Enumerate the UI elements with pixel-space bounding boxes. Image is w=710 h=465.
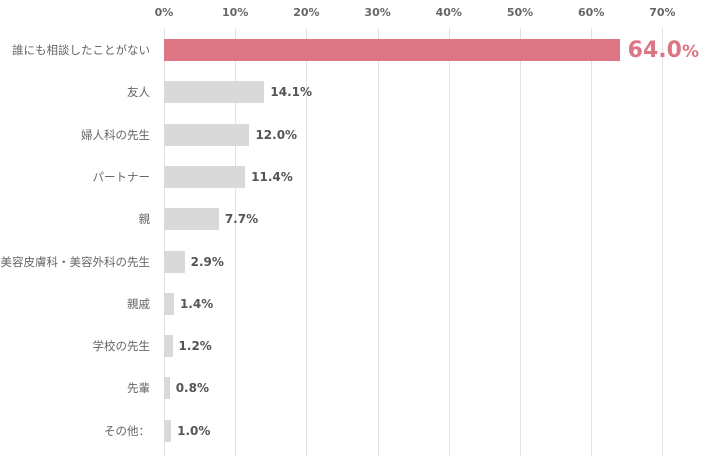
category-label: 誰にも相談したことがない (12, 43, 150, 57)
bar (164, 250, 185, 273)
value-number: 11.4% (251, 169, 293, 184)
gridline (377, 28, 379, 456)
gridline (164, 28, 165, 456)
value-label: 1.0% (177, 420, 210, 442)
value-number: 2.9% (190, 254, 224, 269)
bar (164, 292, 174, 315)
category-label: 親戚 (127, 296, 150, 311)
bar (164, 377, 170, 400)
x-tick-label: 30% (364, 6, 391, 19)
value-number: 1.0% (177, 423, 211, 438)
value-label: 12.0% (255, 124, 297, 146)
bar (164, 123, 250, 146)
value-label: 7.7% (225, 208, 258, 230)
value-number: 64.0 (627, 38, 682, 63)
value-number: 1.2% (178, 339, 212, 354)
bar (164, 165, 246, 188)
bar (164, 419, 172, 442)
value-number: 14.1% (270, 85, 313, 100)
value-label: 11.4% (251, 166, 293, 188)
category-label: その他： (104, 423, 150, 438)
gridline (520, 28, 521, 456)
bar-highlight (164, 39, 620, 61)
gridline (591, 28, 593, 456)
value-label: 2.9% (191, 251, 224, 273)
category-label: 美容皮膚科・美容外科の先生 (0, 254, 151, 269)
x-tick-label: 70% (649, 6, 676, 19)
value-label: 0.8% (176, 377, 209, 399)
gridline (235, 28, 237, 456)
category-label: 先輩 (127, 381, 150, 396)
category-label: 友人 (127, 85, 150, 100)
value-number: 0.8% (175, 381, 209, 396)
category-label: 婦人科の先生 (81, 127, 150, 142)
x-tick-label: 50% (506, 6, 534, 19)
value-label: 1.4% (180, 293, 213, 315)
percent-suffix: % (681, 42, 699, 62)
value-number: 12.0% (255, 127, 298, 142)
value-label: 14.1% (270, 81, 312, 103)
value-number: 7.7% (224, 212, 259, 227)
value-label: 64.0% (628, 38, 699, 65)
value-number: 1.4% (179, 296, 214, 311)
gridline (306, 28, 308, 456)
x-tick-label: 40% (435, 6, 462, 19)
gridline (662, 28, 664, 456)
x-tick-label: 20% (293, 6, 320, 19)
x-tick-label: 0% (154, 6, 174, 19)
x-tick-label: 60% (578, 6, 605, 19)
category-label: 学校の先生 (92, 339, 151, 354)
bar (164, 335, 173, 358)
bar (164, 208, 219, 231)
value-label: 1.2% (179, 335, 212, 357)
category-label: 親 (138, 212, 151, 227)
category-label: パートナー (92, 169, 151, 184)
gridline (448, 28, 450, 456)
x-tick-label: 10% (222, 6, 249, 19)
bar (164, 81, 265, 104)
